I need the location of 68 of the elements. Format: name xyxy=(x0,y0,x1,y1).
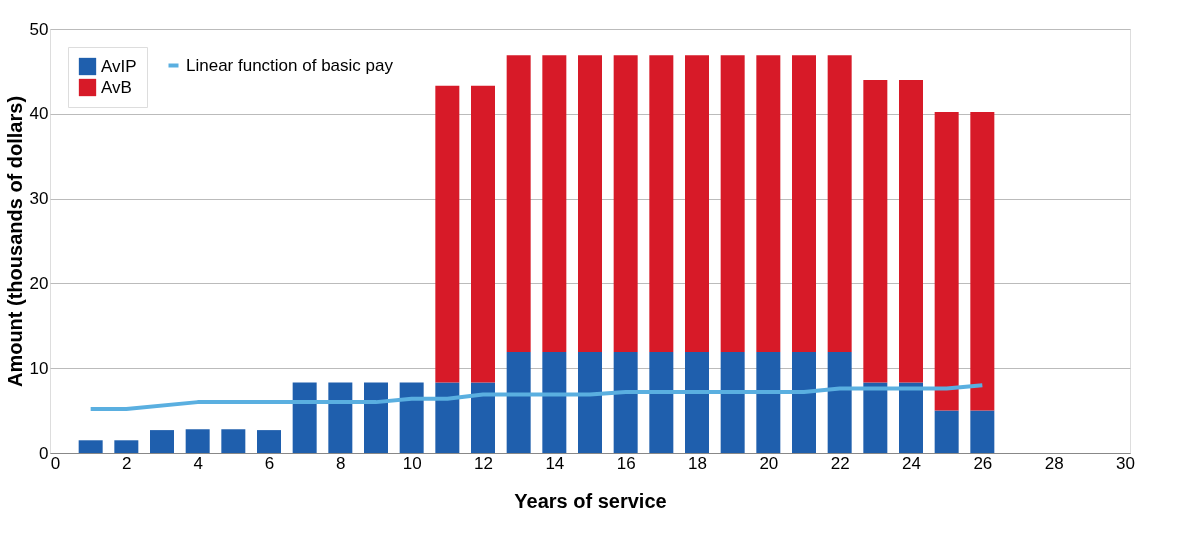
bar xyxy=(934,112,959,411)
line-series xyxy=(88,383,985,411)
legend-label: AvIP xyxy=(101,56,137,76)
bar xyxy=(471,382,495,453)
legend-label: Linear function of basic pay xyxy=(186,55,394,75)
bar xyxy=(185,429,210,453)
bar xyxy=(827,352,852,453)
bar xyxy=(649,352,674,453)
x-tick-label: 14 xyxy=(545,453,565,473)
bar xyxy=(863,382,888,453)
bar xyxy=(720,55,745,353)
y-tick-label: 10 xyxy=(29,358,49,378)
y-tick-label: 50 xyxy=(29,19,49,39)
x-tick-label: 26 xyxy=(973,453,993,473)
x-tick-label: 12 xyxy=(474,453,493,473)
bar xyxy=(756,55,781,353)
bar xyxy=(685,55,709,353)
bar xyxy=(827,55,852,353)
bar xyxy=(78,440,103,453)
bar xyxy=(399,382,424,453)
x-tick-label: 20 xyxy=(759,453,779,473)
bar xyxy=(613,55,638,353)
bar xyxy=(756,352,781,453)
x-tick-label: 8 xyxy=(336,453,346,473)
x-tick-label: 22 xyxy=(830,453,850,473)
x-tick-label: 16 xyxy=(616,453,636,473)
bar xyxy=(578,352,602,453)
bar xyxy=(863,79,888,383)
bar xyxy=(435,85,460,383)
bar xyxy=(542,352,567,453)
bar xyxy=(328,382,353,453)
bar xyxy=(613,352,638,453)
y-tick-label: 40 xyxy=(29,104,49,124)
bar xyxy=(506,352,531,453)
bar xyxy=(292,382,317,453)
bar xyxy=(364,382,388,453)
bar xyxy=(934,410,959,453)
y-tick-label: 30 xyxy=(29,189,49,209)
bar xyxy=(792,352,816,453)
y-tick-label: 20 xyxy=(29,273,49,293)
legend-label: AvB xyxy=(101,77,132,97)
bar xyxy=(685,352,709,453)
x-tick-label: 6 xyxy=(264,453,275,473)
x-axis-title: Years of service xyxy=(514,489,667,512)
bar xyxy=(506,55,531,353)
x-tick-label: 30 xyxy=(1116,453,1135,473)
bar xyxy=(899,79,923,383)
x-tick-label: 18 xyxy=(688,453,707,473)
y-axis-title: Amount (thousands of dollars) xyxy=(3,95,26,388)
bar xyxy=(720,352,745,453)
bar xyxy=(578,55,602,353)
bar xyxy=(899,382,923,453)
x-tick-label: 2 xyxy=(122,453,132,473)
bar xyxy=(435,382,460,453)
bar xyxy=(221,429,246,453)
bar xyxy=(114,440,139,453)
bar xyxy=(970,410,995,453)
bar xyxy=(471,85,495,383)
x-tick-label: 4 xyxy=(193,453,203,473)
bar xyxy=(542,55,567,353)
bar xyxy=(792,55,816,353)
x-tick-label: 10 xyxy=(402,453,422,473)
bar xyxy=(970,112,995,411)
x-tick-label: 24 xyxy=(902,453,921,473)
bar xyxy=(257,430,281,453)
bar xyxy=(150,430,174,453)
bar xyxy=(649,55,674,353)
x-tick-label: 28 xyxy=(1044,453,1064,473)
